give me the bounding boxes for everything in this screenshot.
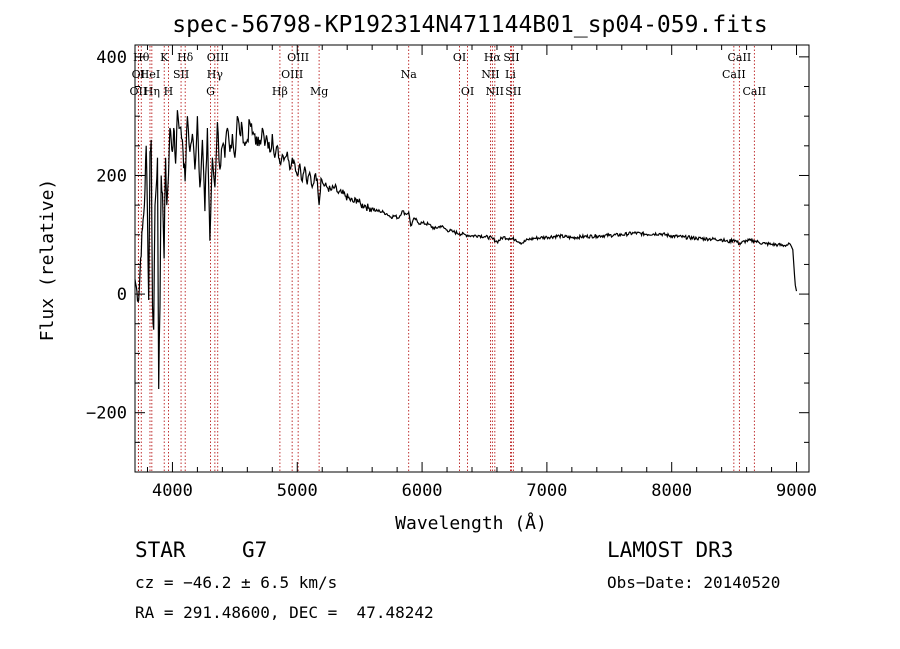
chart-title: spec-56798-KP192314N471144B01_sp04-059.f…: [172, 12, 767, 38]
line-label: Hγ: [207, 68, 224, 81]
line-label: H: [164, 85, 174, 98]
object-subclass: G7: [242, 538, 268, 562]
x-tick-label: 8000: [651, 481, 692, 501]
survey-name: LAMOST DR3: [607, 538, 734, 562]
line-label: Hβ: [272, 85, 288, 98]
line-label: OII: [130, 85, 148, 98]
line-label: G: [206, 85, 215, 98]
object-class: STAR: [135, 538, 186, 562]
line-label: SII: [173, 68, 189, 81]
line-label: OI: [461, 85, 474, 98]
y-tick-label: −200: [86, 404, 127, 424]
coordinates: RA = 291.48600, DEC = 47.48242: [135, 603, 434, 622]
line-label: Li: [505, 68, 516, 81]
y-axis-label: Flux (relative): [37, 179, 58, 342]
x-tick-label: 5000: [277, 481, 318, 501]
x-axis: 4000 5000 6000 7000 8000 9000: [146, 45, 817, 501]
y-tick-label: 200: [96, 166, 127, 186]
line-label: CaII: [722, 68, 746, 81]
x-axis-label: Wavelength (Å): [395, 512, 547, 534]
line-label: Hα: [484, 51, 502, 64]
line-label: NII: [481, 68, 499, 81]
line-label: Mg: [310, 85, 328, 98]
spectrum-line: [134, 110, 798, 390]
line-label: Hη: [144, 85, 160, 98]
line-label: OI: [453, 51, 466, 64]
line-label: K: [160, 51, 169, 64]
line-label: NII: [486, 85, 504, 98]
x-tick-label: 6000: [402, 481, 443, 501]
line-label: Hθ: [133, 51, 150, 64]
line-label: HeI: [140, 68, 160, 81]
line-label: CaII: [742, 85, 766, 98]
y-axis: −200 0 200 400: [86, 48, 809, 473]
line-label: OIII: [287, 51, 309, 64]
line-label: OIII: [207, 51, 229, 64]
line-label: Na: [401, 68, 418, 81]
y-tick-label: 0: [117, 285, 127, 305]
line-label: SII: [503, 51, 519, 64]
y-tick-label: 400: [96, 48, 127, 68]
x-tick-label: 7000: [526, 481, 567, 501]
line-markers: [137, 46, 755, 471]
line-labels: OI OII Hθ HeI Hη K SII H Hδ OIII Hγ G Hβ OIII OIII Mg Na…: [130, 51, 767, 98]
line-label: SII: [505, 85, 521, 98]
obs-date: Obs−Date: 20140520: [607, 573, 781, 592]
line-label: Hδ: [177, 51, 194, 64]
line-label: OIII: [281, 68, 303, 81]
x-tick-label: 4000: [152, 481, 193, 501]
plot-frame: [134, 44, 810, 473]
line-label: CaII: [728, 51, 752, 64]
x-tick-label: 9000: [776, 481, 817, 501]
redshift-text: cz = −46.2 ± 6.5 km/s: [135, 573, 338, 592]
